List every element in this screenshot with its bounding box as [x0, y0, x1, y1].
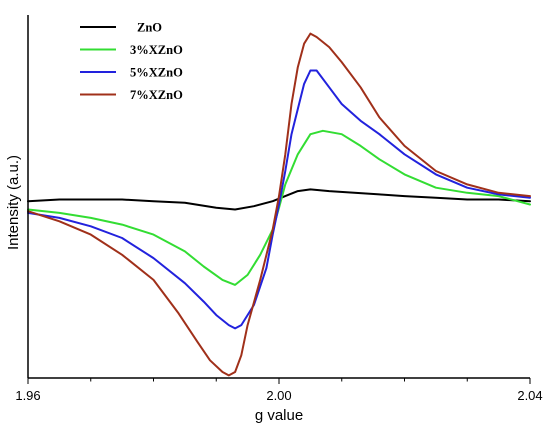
- series-line-5-xzno: [27, 69, 531, 330]
- legend: ZnO 3%XZnO 5%XZnO 7%XZnO: [80, 21, 183, 102]
- legend-label: ZnO: [137, 21, 162, 35]
- x-tick-label: 1.96: [15, 388, 40, 403]
- legend-label: 7%XZnO: [130, 88, 183, 102]
- axes-layer: 1.96 2.00 2.04: [15, 15, 543, 403]
- series-line-zno: [27, 188, 531, 211]
- x-axis-label: g value: [255, 407, 303, 424]
- x-tick-label: 2.04: [517, 388, 542, 403]
- series-line-7-xzno: [27, 32, 531, 377]
- legend-label: 3%XZnO: [130, 43, 183, 57]
- legend-label: 5%XZnO: [130, 66, 183, 80]
- y-axis-label: Intensity (a.u.): [5, 155, 22, 250]
- x-tick-label: 2.00: [266, 388, 291, 403]
- series-layer: [27, 32, 531, 377]
